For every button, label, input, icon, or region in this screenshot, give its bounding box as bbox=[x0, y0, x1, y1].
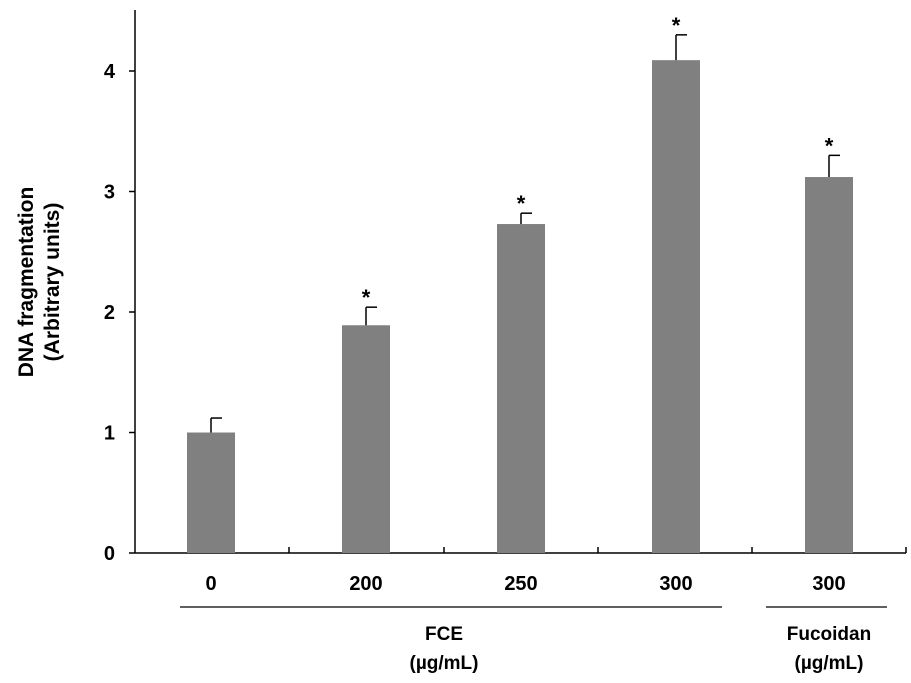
fucoidan-group-unit: (µg/mL) bbox=[795, 653, 864, 674]
x-tick-labels: 0 200 250 300 300 bbox=[205, 573, 845, 595]
bars: * * * * bbox=[187, 13, 853, 554]
y-tick-label: 1 bbox=[104, 423, 115, 445]
fucoidan-group-label: Fucoidan bbox=[787, 624, 871, 645]
y-tick-label: 4 bbox=[104, 61, 116, 83]
y-axis-title-line2: (Arbitrary units) bbox=[41, 203, 64, 362]
y-ticks: 0 1 2 3 4 bbox=[104, 61, 135, 565]
significance-marker: * bbox=[672, 13, 681, 38]
fce-group-label: FCE bbox=[425, 624, 463, 645]
bar bbox=[342, 325, 390, 553]
bar bbox=[187, 432, 235, 553]
x-tick-label: 200 bbox=[349, 573, 382, 595]
y-tick-label: 2 bbox=[104, 302, 115, 324]
bar bbox=[652, 60, 700, 553]
x-tick-label: 0 bbox=[205, 573, 216, 595]
x-tick-label: 300 bbox=[812, 573, 845, 595]
significance-marker: * bbox=[517, 191, 526, 216]
fce-group-unit: (µg/mL) bbox=[410, 653, 479, 674]
x-category-ticks bbox=[288, 547, 907, 553]
x-tick-label: 250 bbox=[504, 573, 537, 595]
y-axis-title-line1: DNA fragmentation bbox=[15, 187, 38, 378]
y-tick-label: 3 bbox=[104, 182, 115, 204]
significance-marker: * bbox=[825, 133, 834, 158]
y-axis-title: DNA fragmentation (Arbitrary units) bbox=[15, 187, 64, 378]
bar bbox=[497, 224, 545, 553]
x-tick-label: 300 bbox=[659, 573, 692, 595]
y-tick-label: 0 bbox=[104, 543, 115, 565]
bar bbox=[805, 177, 853, 554]
significance-marker: * bbox=[362, 285, 371, 310]
